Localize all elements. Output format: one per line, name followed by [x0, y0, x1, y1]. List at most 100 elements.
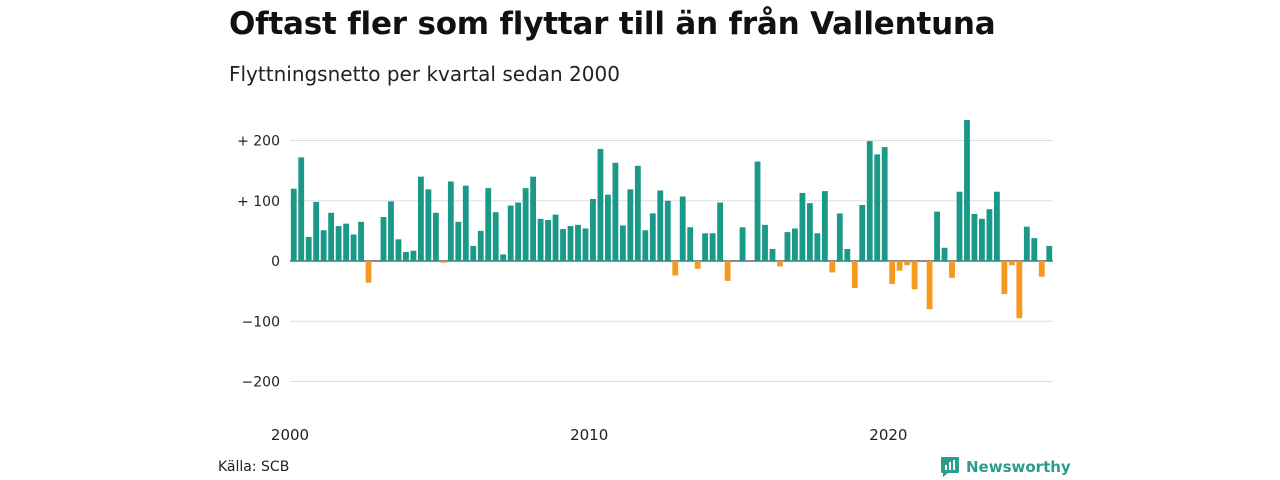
bar	[792, 228, 798, 262]
x-tick-label: 2010	[570, 426, 608, 444]
bar	[911, 261, 918, 290]
bar	[500, 254, 507, 261]
bar	[1001, 261, 1008, 295]
bar	[964, 120, 970, 261]
bar	[949, 261, 955, 278]
bar	[866, 141, 873, 261]
y-tick-label: −200	[242, 375, 280, 391]
y-axis-labels: + 200 + 100 0 −100 −200	[237, 134, 280, 391]
bar	[358, 221, 364, 261]
bar	[657, 190, 664, 261]
bar	[986, 209, 993, 262]
bar	[777, 261, 783, 267]
bar	[605, 194, 611, 261]
bar	[904, 261, 911, 266]
bar	[874, 154, 881, 261]
bar	[956, 191, 963, 261]
bar	[619, 225, 626, 261]
y-tick-label: −100	[242, 314, 280, 330]
bar	[836, 213, 843, 261]
bar	[432, 212, 439, 261]
x-tick-label: 2000	[271, 426, 309, 444]
bar	[507, 205, 514, 261]
bar	[806, 203, 813, 261]
bar	[305, 236, 312, 261]
bar	[844, 248, 851, 261]
bar	[709, 233, 716, 261]
grid-lines	[290, 140, 1053, 382]
bar	[672, 261, 679, 276]
bar	[762, 224, 768, 261]
bar	[545, 220, 551, 261]
bar	[597, 148, 604, 262]
bar	[328, 212, 335, 261]
bar	[1046, 245, 1053, 261]
bar	[1031, 238, 1038, 261]
bar	[664, 200, 671, 261]
bar	[993, 191, 1000, 261]
bar	[971, 214, 978, 261]
bar	[515, 202, 522, 261]
x-tick-label: 2020	[869, 426, 907, 444]
bar	[410, 250, 417, 261]
bar	[320, 230, 327, 261]
bar	[642, 230, 649, 261]
bar	[634, 165, 641, 262]
y-tick-label: 0	[271, 254, 280, 270]
bar	[477, 230, 484, 262]
bar	[612, 162, 619, 261]
bar	[485, 188, 492, 261]
bars	[290, 120, 1053, 319]
bar	[679, 196, 686, 261]
bar	[335, 226, 342, 262]
bar	[462, 185, 469, 261]
bar	[851, 261, 858, 289]
bar	[814, 233, 821, 261]
bar	[403, 251, 409, 261]
bar	[1016, 261, 1023, 319]
bar	[343, 223, 350, 261]
chart-subtitle: Flyttningsnetto per kvartal sedan 2000	[229, 62, 620, 86]
bar	[313, 201, 320, 261]
bar	[784, 232, 791, 261]
bar	[455, 221, 462, 261]
bar	[649, 213, 656, 261]
newsworthy-icon	[941, 457, 959, 477]
bar	[979, 218, 985, 261]
bar	[821, 191, 828, 261]
bar	[717, 202, 724, 261]
bar	[1023, 226, 1030, 261]
y-tick-label: + 200	[237, 134, 280, 150]
source-label: Källa: SCB	[218, 459, 290, 475]
bar	[754, 161, 761, 261]
bar	[687, 227, 694, 261]
bar	[1038, 261, 1045, 277]
bar	[627, 189, 634, 261]
bar	[934, 211, 940, 261]
bar	[590, 198, 596, 261]
bar	[537, 218, 544, 261]
bar	[739, 227, 746, 261]
bar	[881, 147, 888, 261]
bar	[552, 214, 559, 261]
bar	[582, 228, 589, 262]
bar	[290, 188, 297, 261]
bar	[724, 261, 731, 281]
bar	[380, 217, 387, 261]
bar	[425, 189, 432, 261]
bar	[298, 157, 305, 261]
bar	[350, 234, 357, 261]
bar	[530, 176, 537, 261]
x-axis-labels: 2000 2010 2020	[271, 426, 908, 444]
bar	[769, 248, 776, 261]
bar	[388, 201, 394, 261]
brand-logo[interactable]: Newsworthy	[940, 456, 1071, 478]
chart-title: Oftast fler som flyttar till än från Val…	[229, 6, 996, 42]
bar	[395, 239, 402, 261]
bar	[560, 229, 566, 261]
bar	[896, 261, 903, 271]
bar	[440, 261, 447, 263]
bar	[567, 226, 574, 262]
bar	[859, 204, 866, 261]
